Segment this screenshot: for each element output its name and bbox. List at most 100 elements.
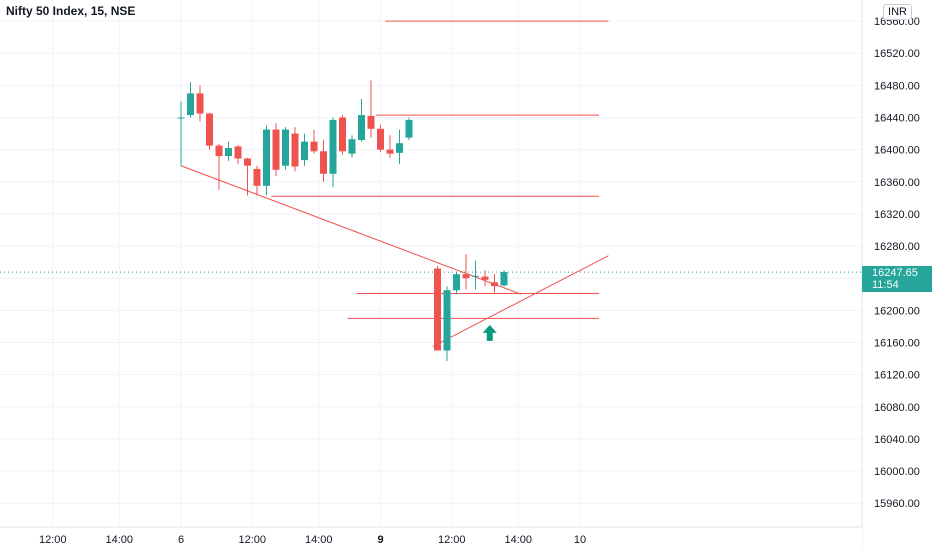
candle-body bbox=[472, 275, 479, 277]
candle-body bbox=[339, 117, 346, 152]
trend-line-drawing[interactable] bbox=[180, 165, 522, 295]
candle-body bbox=[386, 149, 394, 154]
candle-bearish[interactable] bbox=[320, 140, 327, 182]
candle-body bbox=[462, 274, 470, 279]
candle-body bbox=[187, 93, 194, 116]
candle-body bbox=[301, 141, 308, 161]
candle-bullish[interactable] bbox=[405, 117, 413, 141]
bar-countdown: 11:54 bbox=[872, 279, 899, 292]
time-tick-label: 12:00 bbox=[438, 534, 466, 546]
candle-bullish[interactable] bbox=[225, 141, 232, 161]
candle-bearish[interactable] bbox=[367, 80, 375, 138]
candle-body bbox=[434, 268, 441, 351]
candle-bearish[interactable] bbox=[234, 144, 242, 165]
candle-bullish[interactable] bbox=[348, 135, 356, 158]
candle-bearish[interactable] bbox=[462, 254, 470, 290]
candle-bullish[interactable] bbox=[177, 101, 185, 166]
chart-grid bbox=[0, 0, 862, 527]
candle-bullish[interactable] bbox=[187, 82, 194, 118]
candle-body bbox=[320, 151, 327, 174]
time-tick-label: 9 bbox=[377, 534, 383, 546]
candle-body bbox=[206, 113, 213, 146]
candle-bearish[interactable] bbox=[339, 115, 346, 155]
candle-body bbox=[263, 129, 270, 186]
up-arrow-drawing[interactable] bbox=[482, 324, 497, 341]
currency-badge[interactable]: INR bbox=[883, 4, 912, 20]
candle-bearish[interactable] bbox=[244, 157, 251, 196]
time-tick-label: 6 bbox=[178, 534, 184, 546]
time-tick-label: 10 bbox=[574, 534, 586, 546]
price-tick-label: 16400.00 bbox=[874, 145, 920, 157]
candle-body bbox=[196, 93, 204, 114]
price-tick-label: 16200.00 bbox=[874, 305, 920, 317]
candle-body bbox=[500, 272, 508, 286]
price-tick-label: 16160.00 bbox=[874, 337, 920, 349]
candle-bearish[interactable] bbox=[386, 135, 394, 158]
candle-bearish[interactable] bbox=[196, 85, 204, 122]
candle-bearish[interactable] bbox=[434, 266, 441, 351]
candle-body bbox=[253, 168, 261, 186]
candle-body bbox=[481, 276, 489, 280]
time-axis: 12:00 14:00 6 12:00 14:00 9 12:00 14:00 10 bbox=[0, 526, 862, 550]
drawing-layer bbox=[0, 20, 862, 347]
trend-line-drawing[interactable] bbox=[432, 255, 609, 347]
candle-body bbox=[348, 139, 356, 154]
last-price-value: 16247.65 bbox=[872, 267, 918, 280]
price-tick-label: 16360.00 bbox=[874, 177, 920, 189]
candle-bearish[interactable] bbox=[215, 144, 223, 190]
candle-body bbox=[244, 158, 251, 166]
candle-bullish[interactable] bbox=[301, 133, 308, 166]
candle-body bbox=[310, 141, 318, 152]
candle-body bbox=[491, 282, 498, 287]
candle-body bbox=[396, 143, 403, 153]
candle-body bbox=[367, 115, 375, 129]
time-tick-label: 12:00 bbox=[39, 534, 67, 546]
candle-bearish[interactable] bbox=[481, 270, 489, 287]
symbol-title[interactable]: Nifty 50 Index, 15, NSE bbox=[6, 4, 136, 18]
time-axis-background bbox=[0, 527, 862, 550]
candle-bearish[interactable] bbox=[206, 112, 213, 150]
candle-body bbox=[329, 119, 337, 174]
candles bbox=[177, 80, 508, 361]
candle-bullish[interactable] bbox=[453, 271, 460, 295]
candle-bullish[interactable] bbox=[443, 286, 451, 361]
time-tick-label: 14:00 bbox=[305, 534, 333, 546]
candle-bearish[interactable] bbox=[491, 274, 498, 293]
price-tick-label: 16040.00 bbox=[874, 434, 920, 446]
candle-body bbox=[453, 274, 460, 291]
candle-body bbox=[377, 128, 384, 150]
candle-bullish[interactable] bbox=[329, 117, 337, 188]
candle-body bbox=[225, 148, 232, 157]
candle-body bbox=[405, 119, 413, 138]
time-tick-label: 14:00 bbox=[504, 534, 532, 546]
candle-body bbox=[358, 115, 365, 141]
price-tick-label: 16120.00 bbox=[874, 370, 920, 382]
last-price-tag: 16247.65 11:54 bbox=[862, 266, 932, 293]
candle-bearish[interactable] bbox=[310, 129, 318, 154]
candle-bearish[interactable] bbox=[253, 165, 261, 196]
candle-body bbox=[282, 129, 289, 166]
candle-body bbox=[291, 133, 299, 167]
candle-bullish[interactable] bbox=[263, 125, 270, 196]
candle-bearish[interactable] bbox=[377, 124, 384, 153]
candle-body bbox=[215, 145, 223, 157]
candle-bullish[interactable] bbox=[358, 99, 365, 142]
candle-body bbox=[443, 290, 451, 351]
price-tick-label: 15960.00 bbox=[874, 498, 920, 510]
price-tick-label: 16080.00 bbox=[874, 402, 920, 414]
time-tick-label: 12:00 bbox=[238, 534, 266, 546]
time-tick-label: 14:00 bbox=[105, 534, 133, 546]
candle-bullish[interactable] bbox=[282, 127, 289, 170]
price-tick-label: 16480.00 bbox=[874, 80, 920, 92]
candle-bearish[interactable] bbox=[272, 123, 280, 177]
candle-bullish[interactable] bbox=[472, 260, 479, 290]
candle-bearish[interactable] bbox=[291, 127, 299, 172]
price-tick-label: 16440.00 bbox=[874, 113, 920, 125]
price-tick-label: 16000.00 bbox=[874, 466, 920, 478]
price-tick-label: 16520.00 bbox=[874, 48, 920, 60]
candle-bullish[interactable] bbox=[396, 129, 403, 165]
candle-body bbox=[234, 146, 242, 159]
price-tick-label: 16280.00 bbox=[874, 241, 920, 253]
candle-bullish[interactable] bbox=[500, 270, 508, 287]
